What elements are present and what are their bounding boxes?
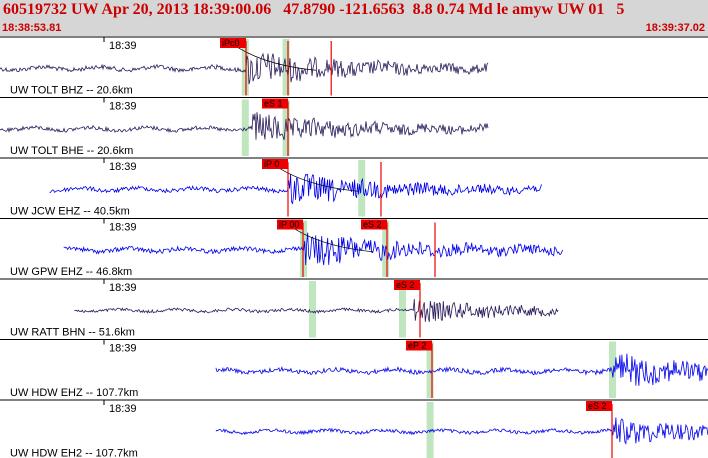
pick-window [282, 39, 290, 96]
waveform [215, 417, 708, 445]
trace-jcw-ehz[interactable]: 18:39 iP 0 UW JCW EHZ -- 40.5km [0, 157, 708, 218]
station-label: UW RATT BHN -- 51.6km [10, 327, 135, 339]
waveform [215, 353, 708, 386]
trace-hdw-ehz[interactable]: 18:39 eP 2 UW HDW EHZ -- 107.7km [0, 339, 708, 400]
station-label: UW TOLT BHE -- 20.6km [10, 145, 133, 157]
time-label: 18:39 [109, 161, 137, 173]
pick-flag[interactable] [361, 219, 387, 230]
pick-label: eS 1 [264, 99, 283, 109]
pick-window [609, 341, 616, 398]
event-title: 60519732 UW Apr 20, 2013 18:39:00.06 47.… [3, 1, 625, 18]
pick-window [399, 281, 406, 338]
trace-tolt-bhe[interactable]: 18:39 eS 1 UW TOLT BHE -- 20.6km [0, 97, 708, 158]
waveform [0, 112, 489, 141]
time-label: 18:39 [109, 101, 137, 113]
pick-flag[interactable] [406, 340, 432, 351]
end-time: 18:39:37.02 [645, 22, 705, 34]
time-label: 18:39 [109, 282, 137, 294]
pick-window [309, 281, 316, 338]
trace-tolt-bhz[interactable]: 18:39 iPc0 UW TOLT BHZ -- 20.6km [0, 36, 708, 97]
time-label: 18:39 [109, 40, 137, 52]
pick-window [426, 341, 434, 398]
time-label: 18:39 [109, 222, 137, 234]
time-label: 18:39 [109, 343, 137, 355]
station-label: UW GPW EHZ -- 46.8km [10, 266, 132, 278]
pick-window [426, 402, 434, 458]
pick-label: eS 2 [588, 401, 607, 411]
station-label: UW HDW EH2 -- 107.7km [10, 448, 138, 458]
trace-hdw-eh2[interactable]: 18:39 eS 2 UW HDW EH2 -- 107.7km [0, 399, 708, 458]
waveform [63, 232, 564, 266]
trace-gpw-ehz[interactable]: 18:39 iP 00 eS 2 UW GPW EHZ -- 46.8km [0, 218, 708, 279]
waveform [74, 298, 559, 322]
pick-flag[interactable] [586, 401, 612, 411]
pick-label: iP 0 [264, 159, 279, 169]
pick-label: eP 2 [408, 341, 426, 351]
waveform [49, 173, 542, 205]
pick-flag[interactable] [277, 219, 303, 230]
pick-flag[interactable] [220, 38, 246, 48]
pick-window [358, 160, 366, 217]
pick-label: iPc0 [222, 38, 240, 48]
pick-window [241, 99, 249, 156]
pick-label: eS 2 [363, 220, 382, 230]
pick-flag[interactable] [262, 159, 288, 169]
pick-flag[interactable] [262, 98, 288, 109]
event-header: 60519732 UW Apr 20, 2013 18:39:00.06 47.… [0, 0, 708, 36]
pick-label: iP 00 [279, 220, 299, 230]
station-label: UW JCW EHZ -- 40.5km [10, 206, 130, 218]
station-label: UW TOLT BHZ -- 20.6km [10, 85, 133, 97]
station-label: UW HDW EHZ -- 107.7km [10, 387, 138, 399]
pick-label: eS 2 [396, 280, 415, 290]
time-label: 18:39 [109, 403, 137, 415]
pick-window [282, 99, 290, 156]
start-time: 18:38:53.81 [2, 22, 62, 34]
pick-window [241, 39, 249, 96]
pick-flag[interactable] [394, 280, 420, 290]
waveform [0, 52, 489, 85]
trace-ratt-bhn[interactable]: 18:39 eS 2 UW RATT BHN -- 51.6km [0, 278, 708, 339]
